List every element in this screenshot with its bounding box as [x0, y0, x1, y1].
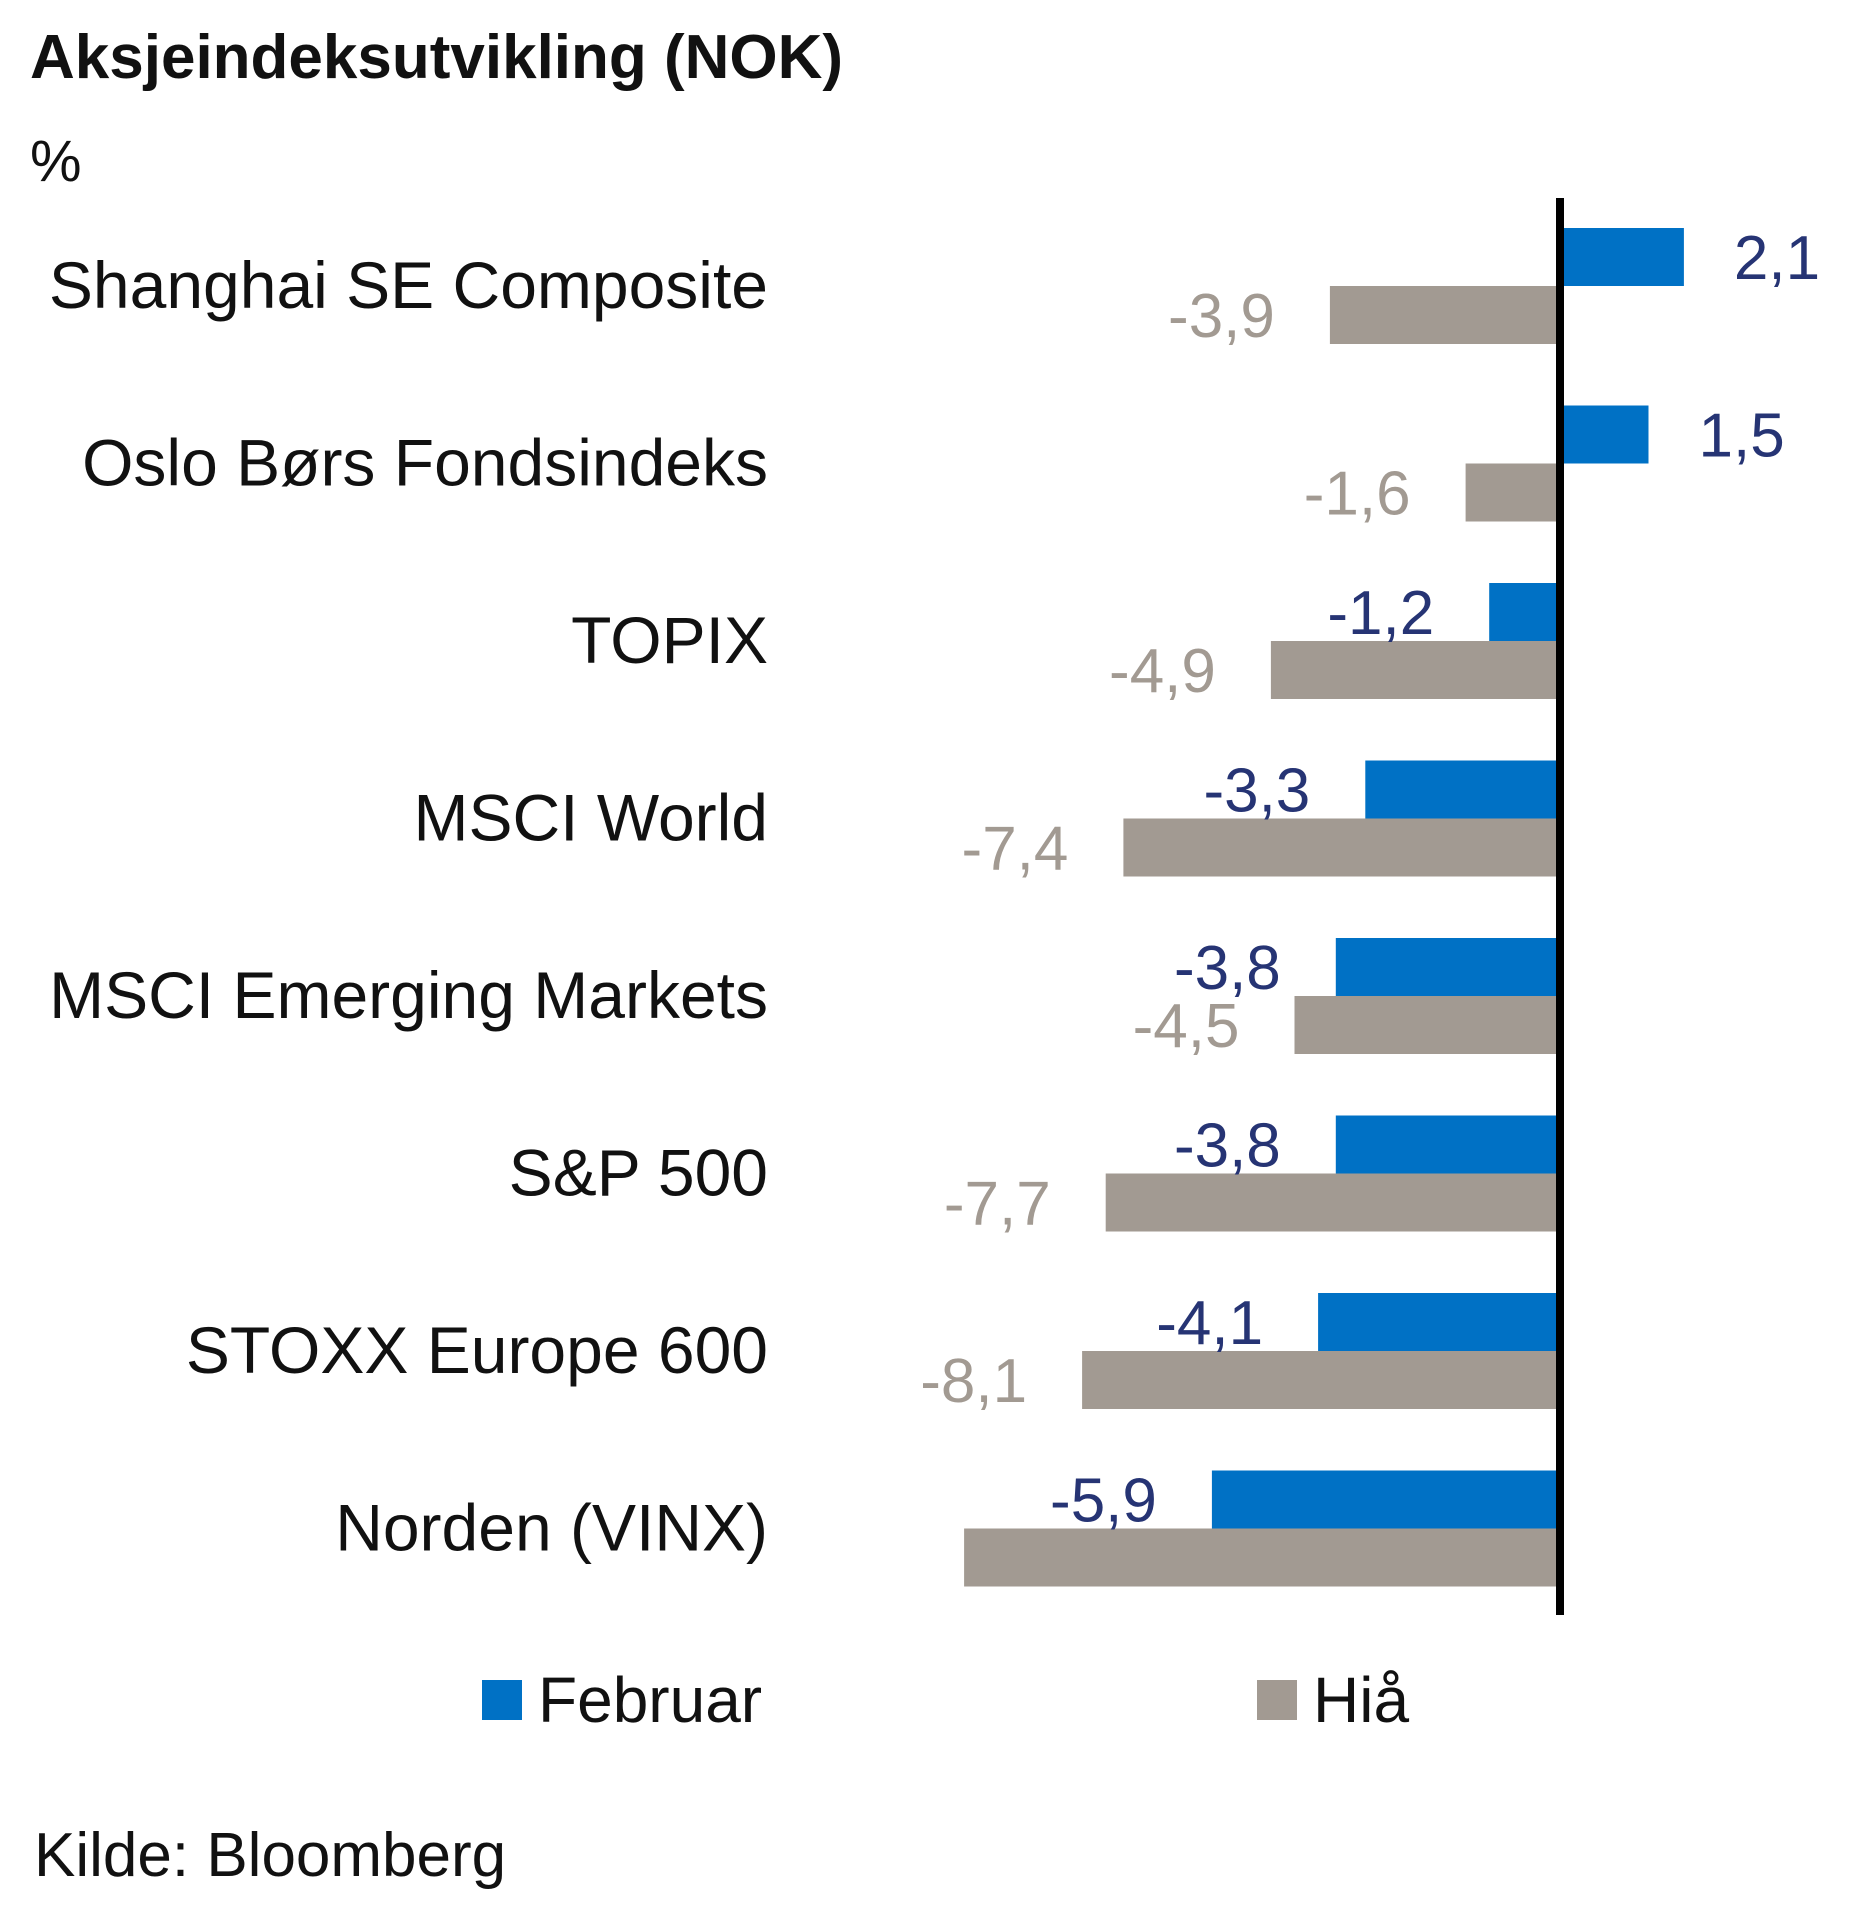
value-label-februar-shanghai-se-composite: 2,1: [1734, 224, 1820, 293]
category-label-oslo-b-rs-fondsindeks: Oslo Børs Fondsindeks: [82, 426, 768, 500]
bar-hi-msci-emerging-markets: [1294, 996, 1560, 1054]
bar-februar-norden-vinx: [1211, 1470, 1560, 1529]
bar-hi-stoxx-europe-600: [1082, 1351, 1560, 1409]
category-label-topix: TOPIX: [571, 603, 768, 677]
bar-februar-s-p-500: [1335, 1115, 1560, 1174]
value-label-februar-msci-emerging-markets: -3,8: [1174, 934, 1281, 1003]
value-label-februar-oslo-b-rs-fondsindeks: 1,5: [1699, 402, 1785, 471]
value-label-hi-topix: -4,9: [1109, 637, 1216, 706]
value-label-hi-oslo-b-rs-fondsindeks: -1,6: [1304, 460, 1411, 529]
bar-februar-topix: [1489, 583, 1560, 641]
bar-hi-msci-world: [1123, 818, 1560, 877]
category-label-norden-vinx: Norden (VINX): [335, 1491, 768, 1565]
value-label-februar-topix: -1,2: [1327, 579, 1434, 648]
category-label-msci-world: MSCI World: [414, 781, 769, 855]
legend-label-hi: Hiå: [1313, 1664, 1409, 1736]
value-label-februar-stoxx-europe-600: -4,1: [1156, 1289, 1263, 1358]
bars: [964, 228, 1684, 1587]
value-label-hi-msci-emerging-markets: -4,5: [1133, 992, 1240, 1061]
category-label-s-p-500: S&P 500: [509, 1136, 768, 1210]
bar-februar-msci-emerging-markets: [1335, 938, 1560, 996]
bar-hi-shanghai-se-composite: [1329, 286, 1560, 344]
category-label-msci-emerging-markets: MSCI Emerging Markets: [49, 958, 768, 1032]
value-label-hi-shanghai-se-composite: -3,9: [1168, 282, 1275, 351]
bar-hi-oslo-b-rs-fondsindeks: [1465, 463, 1560, 522]
value-label-hi-stoxx-europe-600: -8,1: [920, 1347, 1027, 1416]
source-note: Kilde: Bloomberg: [34, 1821, 507, 1890]
value-labels: 2,1-3,91,5-1,6-1,2-4,9-3,3-7,4-3,8-4,5-3…: [920, 224, 1820, 1536]
value-label-hi-s-p-500: -7,7: [944, 1170, 1051, 1239]
chart-unit-label: %: [30, 129, 82, 194]
value-label-hi-msci-world: -7,4: [962, 815, 1069, 884]
bar-hi-topix: [1270, 641, 1560, 699]
bar-februar-oslo-b-rs-fondsindeks: [1560, 405, 1649, 464]
legend: Februar Hiå: [482, 1664, 1409, 1736]
legend-swatch-februar: [482, 1680, 522, 1720]
bar-hi-norden-vinx: [964, 1528, 1560, 1587]
bar-februar-shanghai-se-composite: [1560, 228, 1684, 286]
value-label-februar-msci-world: -3,3: [1203, 757, 1310, 826]
bar-februar-msci-world: [1365, 760, 1560, 819]
category-labels: Shanghai SE Composite Oslo Børs Fondsinde…: [49, 248, 768, 1565]
category-label-shanghai-se-composite: Shanghai SE Composite: [49, 248, 768, 322]
value-label-februar-norden-vinx: -5,9: [1050, 1467, 1157, 1536]
legend-label-februar: Februar: [538, 1664, 762, 1736]
bar-februar-stoxx-europe-600: [1318, 1293, 1560, 1351]
category-label-stoxx-europe-600: STOXX Europe 600: [186, 1313, 768, 1387]
bar-hi-s-p-500: [1105, 1173, 1560, 1232]
legend-swatch-hi: [1257, 1680, 1297, 1720]
chart-title: Aksjeindeksutvikling (NOK): [30, 23, 844, 92]
value-label-februar-s-p-500: -3,8: [1174, 1112, 1281, 1181]
